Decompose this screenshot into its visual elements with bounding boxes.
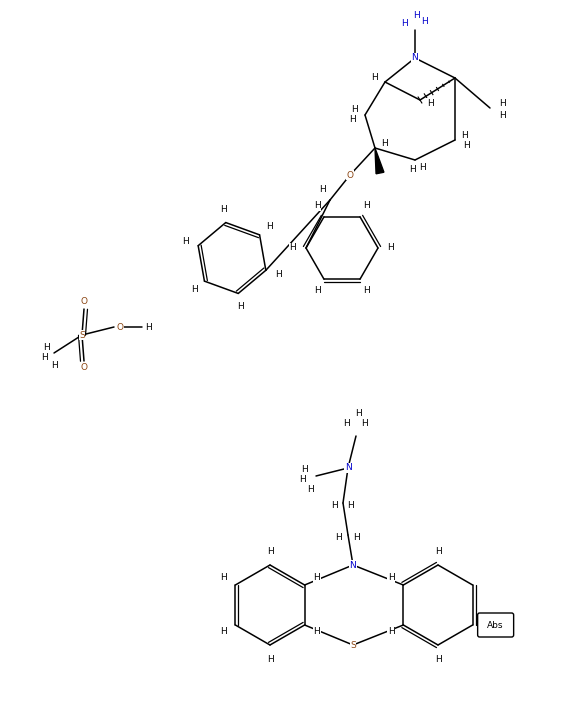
Text: O: O	[80, 298, 88, 307]
Text: H: H	[435, 547, 441, 556]
Text: H: H	[191, 285, 198, 294]
Text: O: O	[80, 363, 88, 373]
Text: H: H	[237, 302, 244, 311]
Text: H: H	[362, 419, 368, 428]
Text: N: N	[345, 464, 351, 472]
Text: H: H	[381, 139, 388, 148]
Text: O: O	[346, 170, 354, 180]
Text: S: S	[79, 330, 85, 339]
Text: H: H	[301, 465, 307, 474]
Text: H: H	[314, 628, 320, 636]
Text: H: H	[422, 18, 428, 26]
Text: H: H	[50, 361, 57, 370]
Text: H: H	[351, 105, 358, 115]
Text: H: H	[388, 243, 395, 252]
Text: H: H	[267, 655, 273, 663]
Text: H: H	[220, 628, 226, 636]
Text: H: H	[388, 628, 395, 636]
Text: H: H	[427, 98, 434, 107]
Text: N: N	[411, 54, 418, 62]
Text: Abs: Abs	[487, 621, 504, 629]
Text: H: H	[462, 131, 469, 139]
Text: H: H	[183, 237, 190, 246]
Text: H: H	[499, 98, 505, 107]
Text: H: H	[266, 222, 273, 231]
Text: H: H	[314, 286, 321, 295]
Text: H: H	[319, 185, 325, 194]
Text: H: H	[350, 115, 357, 124]
Text: H: H	[435, 655, 441, 663]
Text: H: H	[402, 18, 409, 28]
Polygon shape	[375, 148, 384, 174]
Text: H: H	[299, 476, 306, 484]
Text: H: H	[42, 342, 49, 351]
Text: H: H	[363, 286, 370, 295]
Text: H: H	[353, 532, 359, 542]
Text: H: H	[220, 205, 227, 214]
Text: H: H	[344, 419, 350, 428]
Text: H: H	[336, 534, 342, 542]
Text: H: H	[363, 201, 370, 210]
Text: H: H	[464, 141, 470, 149]
Text: H: H	[331, 501, 337, 510]
Text: H: H	[308, 484, 314, 493]
Text: H: H	[290, 243, 297, 252]
Text: H: H	[314, 201, 321, 210]
Text: H: H	[275, 270, 281, 279]
Text: H: H	[410, 165, 417, 175]
Text: H: H	[499, 112, 505, 120]
Text: N: N	[350, 561, 357, 570]
Text: H: H	[419, 163, 426, 173]
FancyBboxPatch shape	[478, 613, 513, 637]
Text: H: H	[145, 322, 152, 332]
Text: H: H	[355, 409, 361, 419]
Text: H: H	[348, 501, 354, 510]
Text: H: H	[388, 573, 395, 583]
Text: H: H	[220, 573, 226, 583]
Text: H: H	[314, 573, 320, 583]
Text: H: H	[414, 11, 421, 20]
Text: O: O	[117, 322, 123, 332]
Text: H: H	[267, 547, 273, 556]
Text: H: H	[372, 73, 379, 81]
Text: H: H	[41, 353, 48, 361]
Text: S: S	[350, 641, 356, 650]
